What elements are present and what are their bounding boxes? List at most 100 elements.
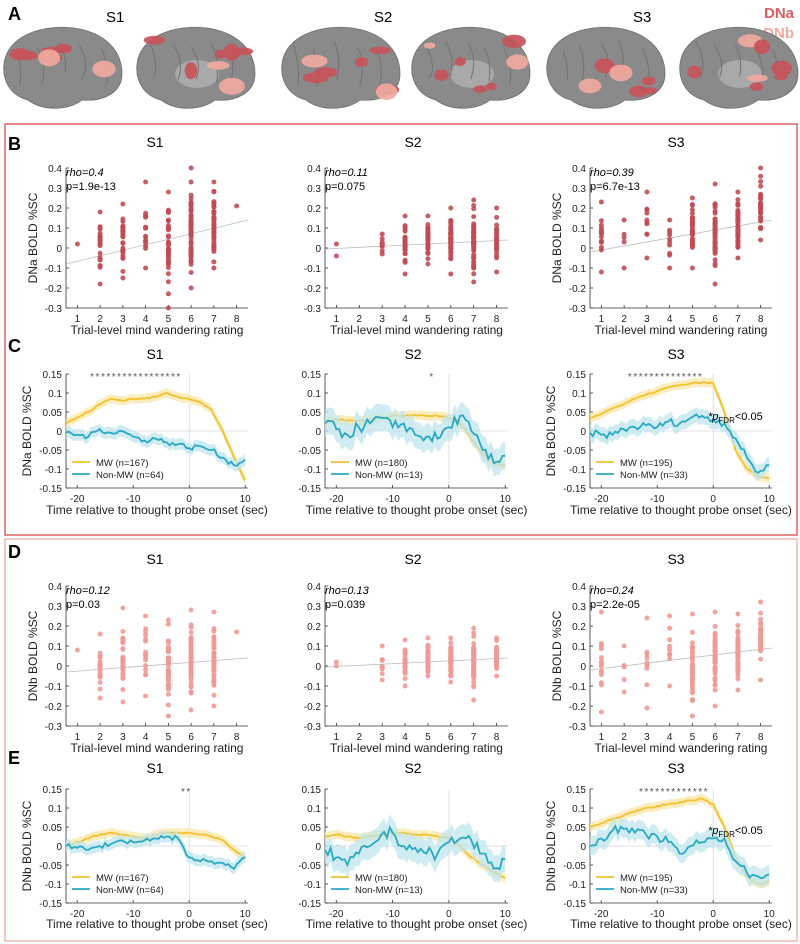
brain-sulcus-line — [293, 44, 300, 85]
data-point — [188, 285, 194, 291]
y-tick-label: -0.05 — [563, 446, 586, 457]
y-tick-label: 0.4 — [572, 582, 586, 593]
data-point — [471, 279, 477, 285]
x-tick-label: 3 — [120, 314, 126, 325]
panel-c-s3-timecourse: S3 -0.15 -0.1 -0.05 0 0.05 0.1 0.15 -20 -10 0 10Ti… — [544, 346, 792, 517]
data-point — [74, 241, 80, 247]
data-point — [712, 257, 718, 263]
data-point — [165, 291, 171, 297]
data-point — [402, 637, 408, 643]
data-point — [188, 683, 194, 689]
data-point — [188, 270, 194, 275]
y-tick-label: 0.2 — [307, 622, 321, 633]
panel-b-s3-title: S3 — [667, 134, 684, 150]
data-point — [758, 183, 764, 189]
data-point — [120, 234, 126, 240]
y-tick-label: 0.1 — [48, 389, 62, 400]
data-point — [758, 225, 764, 231]
data-point — [621, 689, 627, 695]
dna-region — [629, 85, 647, 98]
y-tick-label: 0.3 — [307, 184, 321, 195]
data-point — [689, 661, 695, 666]
data-point — [644, 705, 650, 711]
data-point — [471, 641, 477, 647]
dna-region — [54, 43, 73, 54]
regression-line — [589, 219, 773, 253]
x-axis-label: Time relative to thought probe onset (se… — [570, 503, 792, 517]
brain-sulcus-line — [78, 44, 86, 81]
panel-d-s1-scatter: S1 rho=0.12 p=0.03 -0.3 -0.2 -0.1 0 0.1 0.2 0.… — [26, 551, 249, 755]
legend-mw-label: MW (n=180) — [355, 458, 408, 469]
data-point — [211, 265, 217, 271]
data-point — [621, 677, 627, 683]
x-tick-label: 3 — [120, 732, 126, 743]
data-point — [188, 622, 194, 628]
y-tick-label: 0.15 — [567, 785, 587, 796]
data-point — [689, 215, 695, 221]
data-point — [143, 672, 149, 678]
data-point — [425, 250, 431, 256]
data-point — [120, 219, 126, 224]
data-point — [211, 667, 217, 673]
data-point — [735, 217, 741, 223]
data-point — [621, 217, 627, 223]
panel-c-s2-title: S2 — [404, 346, 421, 362]
y-tick-label: 0 — [580, 662, 586, 673]
x-tick-label: 2 — [357, 314, 363, 325]
data-point — [712, 609, 718, 615]
data-point — [471, 214, 477, 220]
dna-region — [749, 82, 764, 91]
data-point — [188, 259, 194, 265]
y-tick-label: -0.05 — [298, 446, 321, 457]
data-point — [425, 635, 431, 641]
data-point — [667, 242, 673, 248]
y-tick-label: 0.1 — [48, 224, 62, 235]
panel-b-s2-scatter: S2 rho=0.11 p=0.075 -0.3 -0.2 -0.1 0 0.1 0.2 0… — [304, 134, 509, 337]
data-point — [758, 179, 764, 185]
data-point — [448, 235, 454, 241]
data-point — [667, 637, 673, 643]
y-tick-label: 0.1 — [572, 642, 586, 653]
y-tick-label: -0.15 — [298, 899, 321, 910]
data-point — [188, 165, 194, 171]
data-point — [120, 661, 126, 667]
panel-b-s1-p: p=1.9e-13 — [66, 181, 116, 193]
x-tick-label: -10 — [385, 494, 400, 505]
y-tick-label: -0.1 — [45, 880, 63, 891]
nonmw-line — [65, 427, 246, 467]
data-point — [689, 674, 695, 680]
x-tick-label: 1 — [599, 314, 605, 325]
legend-mw-label: MW (n=167) — [96, 458, 149, 469]
y-tick-label: -0.1 — [304, 264, 322, 275]
panel-letter-d: D — [8, 542, 21, 562]
data-point — [712, 677, 718, 683]
data-point — [712, 220, 718, 226]
data-point — [425, 228, 431, 234]
brain-hemisphere-6 — [679, 26, 799, 109]
data-point — [188, 607, 194, 613]
dnb-region — [609, 64, 633, 82]
data-point — [211, 651, 217, 657]
x-tick-label: -20 — [70, 909, 85, 920]
data-point — [598, 642, 604, 648]
y-tick-label: 0 — [315, 427, 321, 438]
data-point — [758, 599, 764, 605]
legend-mw-label: MW (n=195) — [620, 458, 673, 469]
x-tick-label: 8 — [494, 732, 500, 743]
data-point — [74, 647, 80, 653]
y-axis-label: DNa BOLD %SC — [550, 192, 564, 283]
data-point — [165, 217, 171, 223]
legend-nonmw-label: Non-MW (n=64) — [96, 470, 164, 481]
panel-e-s3-timecourse: S3 -0.15 -0.1 -0.05 0 0.05 0.1 0.15 -20 -10 0 10Ti… — [544, 760, 792, 931]
dna-region — [771, 60, 792, 77]
y-axis-label: DNb BOLD %SC — [550, 610, 564, 701]
y-tick-label: 0.15 — [302, 785, 322, 796]
data-point — [689, 231, 695, 237]
brain-sulcus-line — [713, 44, 723, 78]
data-point — [598, 229, 604, 235]
x-tick-label: 2 — [97, 314, 103, 325]
dnb-region — [207, 61, 230, 70]
data-point — [120, 672, 126, 678]
y-tick-label: 0.05 — [567, 823, 587, 834]
panel-c-significance-note: *pFDR<0.05 — [708, 411, 763, 425]
